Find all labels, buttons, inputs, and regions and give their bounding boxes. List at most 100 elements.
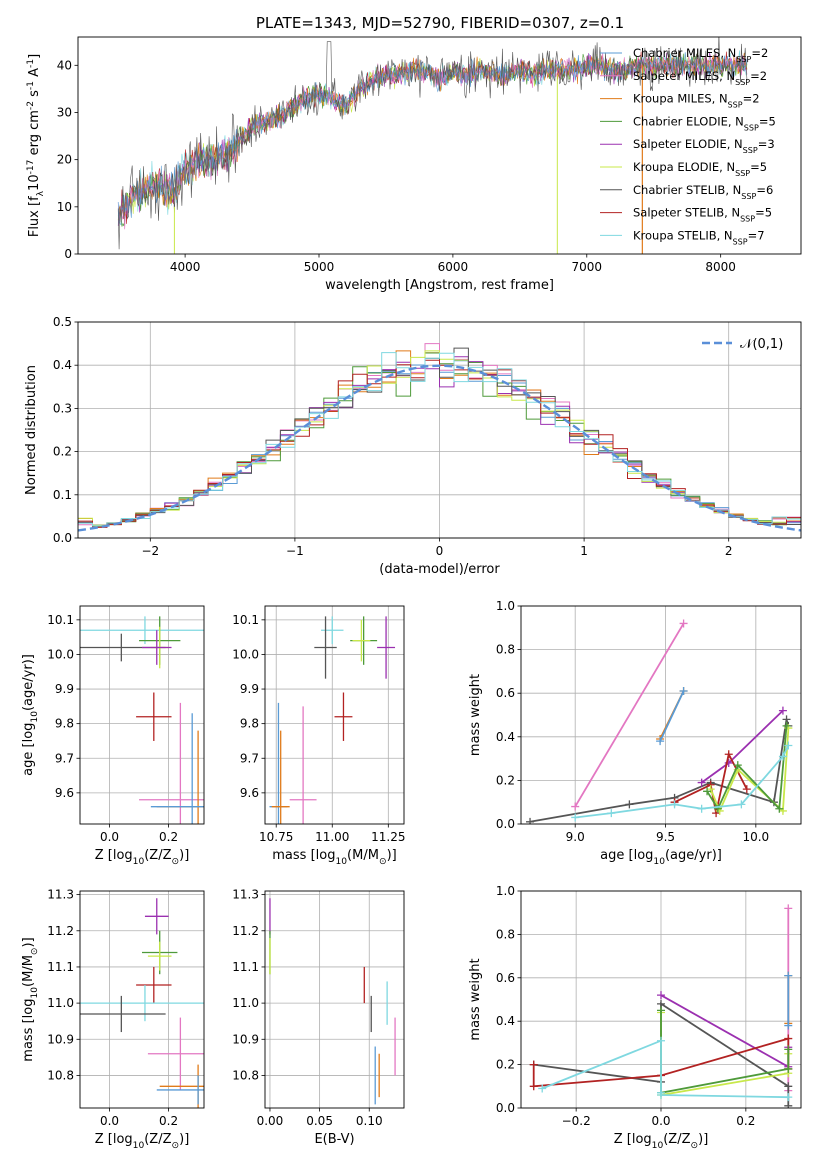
y-tick-label: 0.4 xyxy=(496,1014,515,1028)
chart-age-vs-Z: 0.0 0.2 9.6 9.7 9.8 9.9 10.0 10.1 Z [log10(Z/Z⊙)… xyxy=(21,605,205,867)
chart-age-vs-mass: 10.75 11.00 11.25 9.6 9.7 9.8 9.9 10.0 10.1 mass … xyxy=(232,605,405,867)
y-tick-label: 9.8 xyxy=(55,717,74,731)
y-tick-label: 9.8 xyxy=(240,717,259,731)
x-tick-label: 0.0 xyxy=(100,830,119,844)
y-tick-label: 40 xyxy=(57,58,72,72)
weight-marker xyxy=(724,750,733,759)
y-axis-label: Flux [fλ10-17 erg cm-2 s-1 A-1] xyxy=(26,54,46,237)
y-tick-label: 10.8 xyxy=(47,1068,74,1082)
y-tick-label: 0.4 xyxy=(53,358,72,372)
figure-title: PLATE=1343, MJD=52790, FIBERID=0307, z=0… xyxy=(256,14,624,32)
chart-weight-vs-age: 9.0 9.5 10.0 0.0 0.2 0.4 0.6 0.8 1.0 age [log10(a… xyxy=(468,599,802,867)
x-tick-label: 1 xyxy=(580,544,588,558)
chart-mass-vs-ebv: 0.00 0.05 0.10 10.8 10.9 11.0 11.1 11.2 11.3 E(B-… xyxy=(232,888,405,1147)
x-tick-label: 0 xyxy=(436,544,444,558)
weight-marker xyxy=(784,741,793,750)
spectrum-line xyxy=(117,37,748,250)
chart-residuals: −2 −1 0 1 2 0.0 0.1 0.2 0.3 0.4 0.5 (data-model)/er… xyxy=(24,315,802,577)
y-tick-label: 10.9 xyxy=(232,1032,259,1046)
axes-frame xyxy=(79,890,205,1109)
legend: 𝒩(0,1) xyxy=(702,337,783,352)
x-tick-label: 11.00 xyxy=(315,830,349,844)
axes-frame xyxy=(77,36,802,255)
weight-marker xyxy=(784,1021,793,1030)
x-tick-label: 5000 xyxy=(304,260,335,274)
y-tick-label: 10.1 xyxy=(232,613,259,627)
legend: Chabrier MILES, NSSP=2 Salpeter MILES, NS… xyxy=(600,46,776,246)
normal-curve xyxy=(78,364,801,532)
weight-marker xyxy=(778,752,787,761)
y-tick-label: 0.2 xyxy=(53,445,72,459)
legend-label: Kroupa STELIB, NSSP=7 xyxy=(633,228,765,246)
x-tick-label: 6000 xyxy=(438,260,469,274)
chart-mass-vs-Z: 0.0 0.2 10.8 10.9 11.0 11.1 11.2 11.3 Z [log10(Z… xyxy=(21,888,205,1151)
legend-label: Kroupa MILES, NSSP=2 xyxy=(633,92,760,110)
weight-marker xyxy=(697,804,706,813)
x-tick-label: 4000 xyxy=(170,260,201,274)
axes-frame xyxy=(79,605,205,825)
plot-area xyxy=(529,904,793,1108)
weight-marker xyxy=(775,804,784,813)
weight-line xyxy=(575,745,790,819)
x-tick-label: 11.25 xyxy=(371,830,405,844)
x-tick-label: 0.10 xyxy=(356,1114,383,1128)
y-tick-label: 30 xyxy=(57,105,72,119)
plot-area xyxy=(78,343,801,532)
y-tick-label: 9.6 xyxy=(240,786,259,800)
weight-marker xyxy=(733,761,742,770)
x-tick-label: 8000 xyxy=(705,260,736,274)
y-tick-label: 0.0 xyxy=(496,1101,515,1115)
axes-frame xyxy=(77,321,802,539)
y-tick-label: 11.2 xyxy=(232,924,259,938)
legend-label: Chabrier STELIB, NSSP=6 xyxy=(633,183,773,201)
weight-marker xyxy=(703,787,712,796)
y-axis-label: mass weight xyxy=(468,674,483,756)
x-tick-label: 9.5 xyxy=(656,830,675,844)
y-tick-label: 10.1 xyxy=(47,613,74,627)
weight-marker xyxy=(538,1084,547,1093)
y-tick-label: 1.0 xyxy=(496,599,515,613)
y-tick-label: 9.9 xyxy=(55,682,74,696)
y-tick-label: 20 xyxy=(57,153,72,167)
x-axis-label: Z [log10(Z/Z⊙)] xyxy=(95,848,190,867)
weight-marker xyxy=(778,706,787,715)
x-axis-label: (data-model)/error xyxy=(379,562,500,577)
histogram-step xyxy=(78,359,801,528)
y-axis-label: mass [log10(M/M⊙)] xyxy=(21,937,40,1061)
x-tick-label: 0.05 xyxy=(306,1114,333,1128)
legend-label: Kroupa ELODIE, NSSP=5 xyxy=(633,160,767,178)
axes-frame xyxy=(264,890,405,1109)
y-tick-label: 0.8 xyxy=(496,643,515,657)
x-tick-label: 2 xyxy=(725,544,733,558)
weight-marker xyxy=(679,619,688,628)
y-tick-label: 0.0 xyxy=(496,817,515,831)
plot-area xyxy=(526,619,793,824)
x-tick-label: 0.2 xyxy=(736,1114,755,1128)
y-tick-label: 11.1 xyxy=(232,960,259,974)
weight-marker xyxy=(784,1064,793,1073)
y-tick-label: 11.1 xyxy=(47,960,74,974)
y-tick-label: 9.6 xyxy=(55,786,74,800)
plot-area xyxy=(269,616,396,824)
weight-line xyxy=(660,994,790,1069)
weight-marker xyxy=(670,800,679,809)
y-tick-label: 11.0 xyxy=(232,996,259,1010)
axes-frame xyxy=(520,890,802,1109)
y-tick-label: 9.7 xyxy=(240,751,259,765)
y-tick-label: 9.7 xyxy=(55,751,74,765)
y-tick-label: 0.3 xyxy=(53,401,72,415)
weight-marker xyxy=(571,813,580,822)
y-tick-label: 9.9 xyxy=(240,682,259,696)
y-tick-label: 10 xyxy=(57,200,72,214)
plot-area xyxy=(80,616,204,824)
y-tick-label: 11.3 xyxy=(232,888,259,902)
x-tick-label: −1 xyxy=(286,544,304,558)
y-tick-label: 10.0 xyxy=(232,647,259,661)
weight-marker xyxy=(526,817,535,824)
y-tick-label: 0.1 xyxy=(53,488,72,502)
y-tick-label: 0.2 xyxy=(496,1058,515,1072)
weight-marker xyxy=(571,802,580,811)
x-tick-label: 0.00 xyxy=(257,1114,284,1128)
x-tick-label: −2 xyxy=(141,544,159,558)
y-tick-label: 11.0 xyxy=(47,996,74,1010)
